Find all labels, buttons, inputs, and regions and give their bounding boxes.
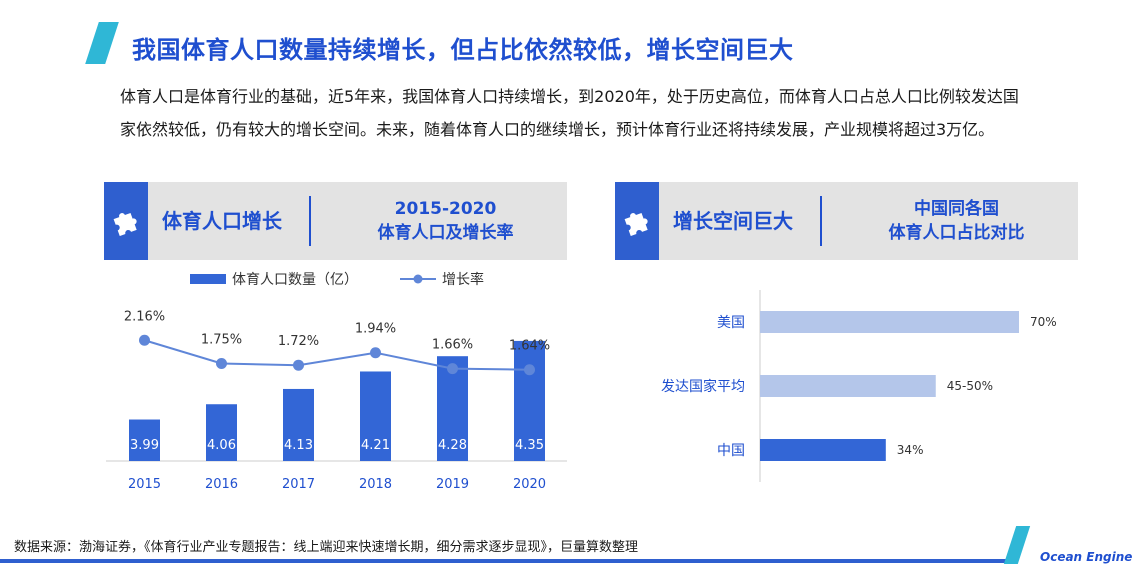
right-panel-header: 增长空间巨大 中国同各国 体育人口占比对比 <box>615 182 1078 260</box>
legend-marker-line <box>413 274 423 284</box>
growth-rate-label-2017: 1.72% <box>278 334 319 349</box>
right-panel-subtitle: 中国同各国 体育人口占比对比 <box>835 182 1078 260</box>
left-panel-sub-line2: 体育人口及增长率 <box>377 223 514 243</box>
left-panel-subtitle: 2015-2020 体育人口及增长率 <box>324 182 567 260</box>
growth-rate-line <box>144 339 530 371</box>
x-tick-2020: 2020 <box>513 477 546 492</box>
bar-2015 <box>129 419 160 461</box>
bar-2016 <box>206 404 237 461</box>
ocean-engine-logo: Ocean Engine <box>1040 550 1133 564</box>
puzzle-icon <box>615 182 659 260</box>
bar-2020 <box>514 340 545 461</box>
footer-line <box>0 559 1010 563</box>
growth-rate-label-2015: 2.16% <box>124 309 165 324</box>
x-tick-2017: 2017 <box>282 477 315 492</box>
growth-rate-point-2016 <box>216 358 227 369</box>
puzzle-icon <box>104 182 148 260</box>
data-source: 数据来源：渤海证券，《体育行业产业专题报告：线上端迎来快速增长期，细分需求逐步显… <box>14 540 639 555</box>
legend-label-line: 增长率 <box>442 271 484 288</box>
growth-rate-label-2020: 1.64% <box>509 339 550 354</box>
growth-rate-label-2016: 1.75% <box>201 333 242 348</box>
left-panel-header: 体育人口增长 2015-2020 体育人口及增长率 <box>104 182 567 260</box>
growth-rate-label-2018: 1.94% <box>355 322 396 337</box>
bar-2017 <box>283 388 314 461</box>
growth-rate-point-2015 <box>139 334 150 346</box>
bar-label-2015: 3.99 <box>130 438 159 453</box>
right-panel-sub-line2: 体育人口占比对比 <box>888 223 1025 243</box>
x-tick-2018: 2018 <box>359 477 392 492</box>
left-panel-title: 体育人口增长 <box>162 209 282 233</box>
right-panel-title: 增长空间巨大 <box>673 209 793 233</box>
growth-rate-point-2017 <box>293 359 304 371</box>
legend-swatch-bar <box>190 274 226 284</box>
left-panel-divider <box>309 196 311 246</box>
hbar-label-2: 34% <box>897 443 924 457</box>
page-title: 我国体育人口数量持续增长，但占比依然较低，增长空间巨大 <box>132 36 794 64</box>
hbar-label-1: 45-50% <box>947 379 993 393</box>
x-tick-2019: 2019 <box>436 477 469 492</box>
x-tick-2016: 2016 <box>205 477 238 492</box>
hbar-label-0: 70% <box>1030 315 1057 329</box>
category-label-1: 发达国家平均 <box>661 378 745 395</box>
hbar-0 <box>760 311 1019 333</box>
bar-label-2018: 4.21 <box>361 438 390 453</box>
legend-label-bar: 体育人口数量（亿） <box>232 272 358 288</box>
growth-rate-label-2019: 1.66% <box>432 338 473 353</box>
x-tick-2015: 2015 <box>128 477 161 492</box>
growth-rate-point-2020 <box>524 364 535 376</box>
bar-label-2020: 4.35 <box>515 438 544 453</box>
right-panel-divider <box>820 196 822 246</box>
bar-label-2017: 4.13 <box>284 438 313 453</box>
hbar-2 <box>760 439 886 461</box>
growth-rate-point-2018 <box>370 347 381 359</box>
bar-2018 <box>360 371 391 461</box>
left-panel-sub-line1: 2015-2020 <box>394 199 497 219</box>
hbar-1 <box>760 375 936 397</box>
category-label-0: 美国 <box>717 315 745 331</box>
bar-label-2019: 4.28 <box>438 438 467 453</box>
right-panel-sub-line1: 中国同各国 <box>914 199 999 219</box>
growth-rate-point-2019 <box>447 363 458 375</box>
bar-label-2016: 4.06 <box>207 438 236 453</box>
category-label-2: 中国 <box>717 443 745 459</box>
intro-paragraph: 体育人口是体育行业的基础，近5年来，我国体育人口持续增长，到2020年，处于历史… <box>120 87 1019 139</box>
